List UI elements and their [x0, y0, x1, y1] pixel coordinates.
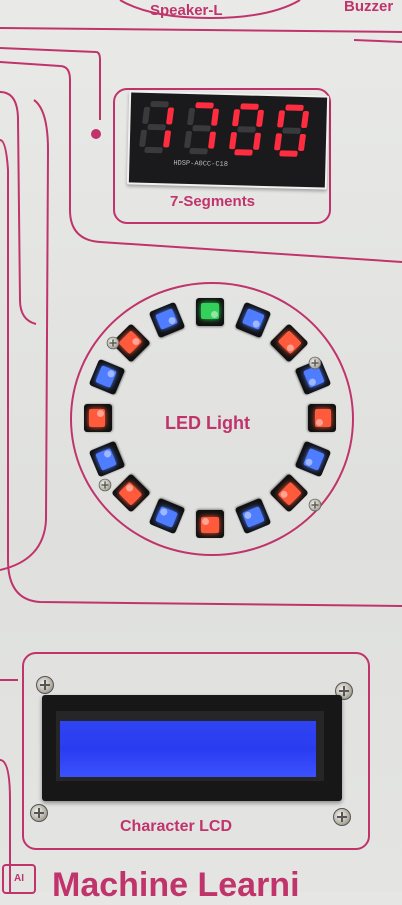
- segment-g: [192, 125, 211, 132]
- led-glow: [304, 457, 315, 467]
- character-lcd-frame: [22, 652, 370, 850]
- segment-c: [298, 133, 306, 151]
- character-lcd-module: [42, 695, 342, 801]
- led-glow: [124, 483, 135, 493]
- led-lens: [94, 365, 117, 389]
- segment-g: [282, 127, 301, 134]
- led-glow: [243, 510, 253, 520]
- ring-screw-3: [98, 478, 112, 492]
- led-glow: [130, 336, 141, 347]
- segment-b: [301, 111, 309, 129]
- led-lens: [155, 308, 179, 330]
- seven-segment-digits: [139, 101, 309, 157]
- segment-c: [163, 130, 171, 148]
- segment-d: [279, 150, 298, 157]
- led-lens: [118, 330, 143, 355]
- segment-e: [184, 130, 192, 148]
- segment-f: [142, 106, 150, 124]
- led-light-label: LED Light: [165, 413, 250, 433]
- led-glow: [279, 489, 290, 500]
- segment-digit-1: [139, 101, 174, 154]
- ring-screw-2: [308, 356, 322, 370]
- segment-e: [274, 133, 282, 151]
- led-5: [308, 404, 336, 432]
- segment-a: [195, 102, 214, 109]
- segment-e: [139, 129, 147, 147]
- speaker-label: Speaker-L: [150, 2, 223, 19]
- segment-c: [208, 131, 216, 149]
- segment-b: [166, 107, 174, 125]
- led-glow: [211, 311, 218, 318]
- segment-d: [189, 148, 208, 155]
- led-glow: [105, 369, 116, 379]
- segment-a: [285, 104, 304, 111]
- led-13: [84, 404, 112, 432]
- ring-screw-1: [106, 336, 120, 350]
- led-lens: [201, 517, 219, 533]
- segment-a: [240, 103, 259, 110]
- led-1: [196, 298, 224, 326]
- segment-a: [150, 101, 169, 108]
- led-lens: [241, 506, 265, 528]
- seven-segment-label: 7-Segments: [170, 193, 256, 210]
- led-glow: [97, 410, 104, 417]
- led-lens: [277, 330, 302, 355]
- segment-d: [234, 149, 253, 156]
- segment-f: [187, 108, 195, 126]
- segment-f: [277, 110, 285, 128]
- led-lens: [303, 447, 326, 471]
- led-glow: [251, 319, 261, 329]
- segment-g: [147, 123, 166, 131]
- lcd-screw-top-left: [36, 676, 54, 694]
- led-glow: [167, 316, 177, 326]
- segment-f: [232, 109, 240, 127]
- segment-g: [237, 126, 256, 133]
- led-lens: [241, 308, 265, 330]
- led-glow: [159, 507, 169, 517]
- led-lens: [155, 506, 179, 528]
- lcd-screw-bottom-left: [30, 804, 48, 822]
- segment-d: [144, 146, 163, 154]
- segment-digit-3: [229, 103, 264, 156]
- segment-b: [256, 109, 264, 127]
- led-lens: [201, 303, 219, 319]
- led-lens: [94, 447, 117, 471]
- ring-screw-4: [308, 498, 322, 512]
- led-lens: [118, 481, 143, 506]
- buzzer-label: Buzzer: [344, 0, 394, 15]
- led-glow: [308, 377, 318, 388]
- footer-title: Machine Learni: [52, 866, 300, 904]
- led-glow: [202, 518, 209, 525]
- ai-logo-icon: AI: [2, 864, 36, 894]
- led-lens: [89, 409, 105, 427]
- segment-c: [253, 132, 261, 150]
- led-lens: [277, 481, 302, 506]
- led-glow: [285, 343, 296, 353]
- seven-segment-part-number: HDSP-A0CC-C18: [173, 159, 229, 170]
- segment-digit-2: [184, 102, 219, 155]
- segment-e: [229, 132, 237, 150]
- segment-digit-4: [274, 104, 309, 157]
- seven-segment-display: HDSP-A0CC-C18: [126, 90, 330, 190]
- lcd-screw-bottom-right: [333, 808, 351, 826]
- led-glow: [316, 419, 323, 426]
- segment-b: [211, 108, 219, 126]
- seven-segment-frame: [113, 88, 331, 224]
- led-ring-outline: [70, 282, 354, 556]
- character-lcd-label: Character LCD: [120, 818, 233, 835]
- led-glow: [102, 448, 112, 459]
- lcd-screen: [60, 721, 316, 777]
- led-9: [196, 510, 224, 538]
- led-lens: [315, 409, 331, 427]
